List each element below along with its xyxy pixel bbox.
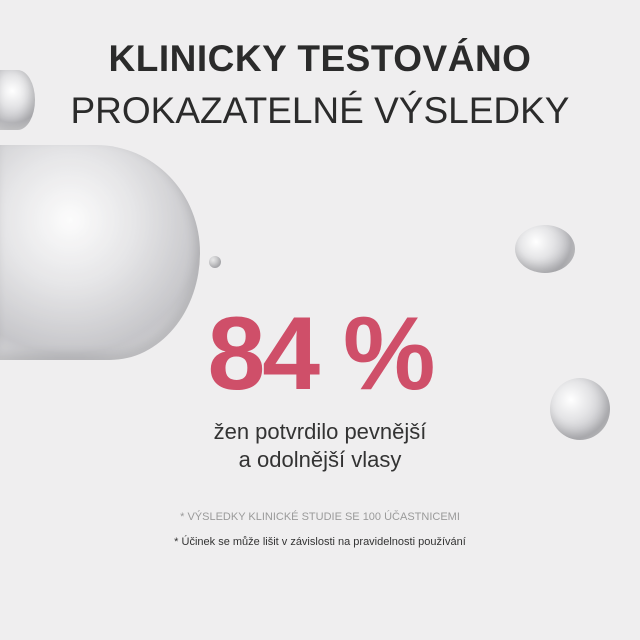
stat-line-1: žen potvrdilo pevnější [213, 419, 427, 444]
stat-description: žen potvrdilo pevnější a odolnější vlasy [0, 418, 640, 474]
water-drop-decoration [550, 378, 610, 440]
headline-title: KLINICKY TESTOVÁNO [108, 38, 532, 79]
study-note: * VÝSLEDKY KLINICKÉ STUDIE SE 100 ÚČASTN… [180, 511, 460, 523]
stat-value: 84 % [207, 296, 435, 412]
headline-subtitle: PROKAZATELNÉ VÝSLEDKY [70, 90, 570, 131]
stat-line-2: a odolnější vlasy [238, 447, 402, 472]
disclaimer-note: * Účinek se může lišit v závislosti na p… [174, 536, 466, 548]
water-drop-decoration [515, 225, 575, 273]
gel-blob-decoration [0, 145, 200, 360]
water-drop-decoration [0, 70, 35, 130]
water-drop-decoration [209, 256, 221, 268]
